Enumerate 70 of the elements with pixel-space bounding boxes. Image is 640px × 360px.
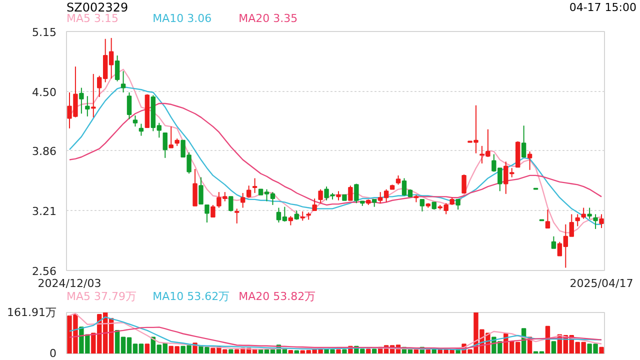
text: MA20 3.35 <box>238 12 298 25</box>
candlestick <box>162 132 168 158</box>
text: MA5 3.15 <box>66 12 119 25</box>
candlestick <box>246 185 252 198</box>
candlestick <box>348 185 353 201</box>
candlestick <box>120 70 126 93</box>
candlestick <box>204 204 210 224</box>
text: MA10 3.06 <box>152 12 212 25</box>
y-tick-label: 3.86 <box>32 145 57 158</box>
candlestick <box>575 214 580 227</box>
candlestick <box>198 176 204 205</box>
candlestick <box>312 198 317 212</box>
bar <box>336 349 341 354</box>
bar <box>144 344 150 354</box>
candlestick <box>599 214 604 229</box>
candlestick <box>168 126 174 148</box>
candlestick <box>587 207 592 220</box>
candlestick <box>545 209 550 229</box>
candlestick <box>336 190 341 201</box>
candlestick <box>288 216 294 226</box>
candlestick <box>126 92 132 120</box>
bar <box>599 346 604 354</box>
candlestick <box>252 178 258 194</box>
candlestick <box>79 87 84 114</box>
candlestick <box>396 174 401 186</box>
candlestick <box>551 236 556 249</box>
text: 04-17 15:00 <box>569 1 637 14</box>
bar <box>432 349 436 354</box>
candlestick <box>456 198 460 210</box>
y-tick-label: 3.21 <box>32 205 57 218</box>
chart-title: SZ002329 <box>66 0 128 14</box>
y-tick-label: 0 <box>50 347 56 360</box>
y-tick-label: 4.50 <box>32 86 57 99</box>
candlestick <box>91 73 96 118</box>
candlestick <box>300 210 305 222</box>
candlestick <box>132 114 138 128</box>
candlestick <box>234 208 240 224</box>
candlestick <box>420 198 425 212</box>
candlestick <box>192 168 198 206</box>
bar <box>372 348 377 354</box>
candlestick <box>138 123 144 136</box>
bar <box>228 349 234 354</box>
line-series <box>68 326 602 350</box>
bar <box>551 341 556 354</box>
line-series <box>68 102 602 206</box>
candlestick <box>593 214 598 230</box>
y-tick-label: 5.15 <box>32 26 57 39</box>
candlestick <box>210 204 216 218</box>
bar <box>426 349 431 354</box>
candlestick <box>527 150 532 170</box>
series-label: MA5 37.79万 <box>66 290 137 303</box>
y-tick-label: 2.56 <box>32 265 57 278</box>
text: MA20 53.82万 <box>238 290 316 303</box>
y-tick-label: 161.91万 <box>7 306 57 319</box>
candlestick <box>85 96 90 117</box>
text: MA10 53.62万 <box>152 290 230 303</box>
bar <box>288 350 294 354</box>
candlestick <box>114 54 120 82</box>
bar <box>342 349 347 354</box>
candlestick <box>354 183 359 204</box>
x-tick-label: 2024/12/03 <box>38 277 102 290</box>
candlestick <box>318 188 323 204</box>
candlestick <box>240 192 246 208</box>
candlestick <box>462 174 466 194</box>
bar <box>366 348 371 354</box>
candlestick <box>228 196 234 212</box>
x-tick-label: 2025/04/17 <box>570 277 634 290</box>
candlestick <box>521 125 526 158</box>
bar <box>294 350 299 354</box>
candlestick <box>581 207 586 220</box>
